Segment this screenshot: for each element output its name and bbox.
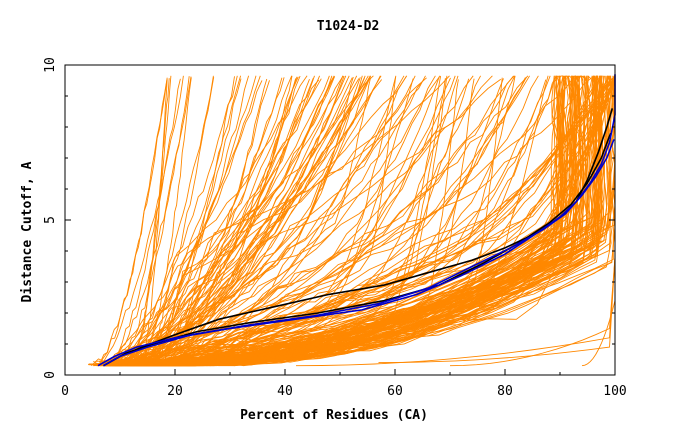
model-curve-189 <box>162 79 547 367</box>
model-curve-178 <box>110 78 616 366</box>
model-curve-244 <box>115 75 214 367</box>
y-axis-label: Distance Cutoff, A <box>20 161 35 302</box>
model-curve-164 <box>156 75 616 364</box>
highlight-curve-3 <box>97 74 616 367</box>
x-tick-label: 0 <box>61 384 69 399</box>
model-curve-195 <box>137 78 504 367</box>
x-tick-label: 60 <box>387 384 403 399</box>
model-curve-219 <box>94 75 261 367</box>
model-curve-180 <box>148 75 616 367</box>
model-curve-236 <box>141 75 345 367</box>
y-tick-label: 5 <box>43 216 58 224</box>
model-curve-202 <box>95 75 315 362</box>
model-curve-239 <box>139 79 168 363</box>
model-curve-107 <box>163 75 574 367</box>
model-curve-229 <box>122 75 250 367</box>
model-curve-248 <box>581 257 616 367</box>
model-curve-224 <box>103 78 181 366</box>
model-curve-246 <box>449 257 616 367</box>
x-axis-label: Percent of Residues (CA) <box>240 408 428 423</box>
model-curve-176 <box>163 75 549 367</box>
model-curve-190 <box>168 75 551 367</box>
model-curve-211 <box>132 75 301 367</box>
model-curve-173 <box>123 75 539 367</box>
model-curve-218 <box>128 77 215 363</box>
model-curve-226 <box>96 75 238 366</box>
model-curve-231 <box>112 75 242 367</box>
model-curves <box>88 75 616 367</box>
model-curve-199 <box>133 78 609 367</box>
x-tick-label: 20 <box>167 384 183 399</box>
x-tick-label: 40 <box>277 384 293 399</box>
model-curve-245 <box>295 257 616 367</box>
y-tick-label: 10 <box>43 57 58 73</box>
model-curve-220 <box>113 76 190 365</box>
y-tick-label: 0 <box>43 371 58 379</box>
model-curve-222 <box>126 75 382 367</box>
axis-ticks: 0 20 40 60 80 100 0 5 10 <box>43 57 627 399</box>
highlight-curve-1 <box>103 108 614 367</box>
model-curve-166 <box>96 75 448 367</box>
model-curve-241 <box>99 75 366 363</box>
model-curve-194 <box>152 75 514 366</box>
x-tick-label: 80 <box>497 384 513 399</box>
chart-title: T1024-D2 <box>317 19 380 34</box>
model-curve-223 <box>130 75 172 366</box>
model-curve-103 <box>148 75 576 367</box>
model-curve-185 <box>166 75 474 364</box>
model-curve-208 <box>93 79 168 366</box>
model-curve-234 <box>90 75 184 367</box>
model-curve-192 <box>169 76 442 366</box>
model-curve-247 <box>378 257 616 364</box>
model-curve-158 <box>154 77 616 364</box>
highlight-curves <box>97 74 616 367</box>
model-curve-89 <box>159 75 558 367</box>
model-curve-215 <box>88 75 371 367</box>
highlight-curve-4 <box>103 139 615 367</box>
model-curve-196 <box>117 77 616 366</box>
x-tick-label: 100 <box>603 384 626 399</box>
model-curve-242 <box>138 77 192 366</box>
